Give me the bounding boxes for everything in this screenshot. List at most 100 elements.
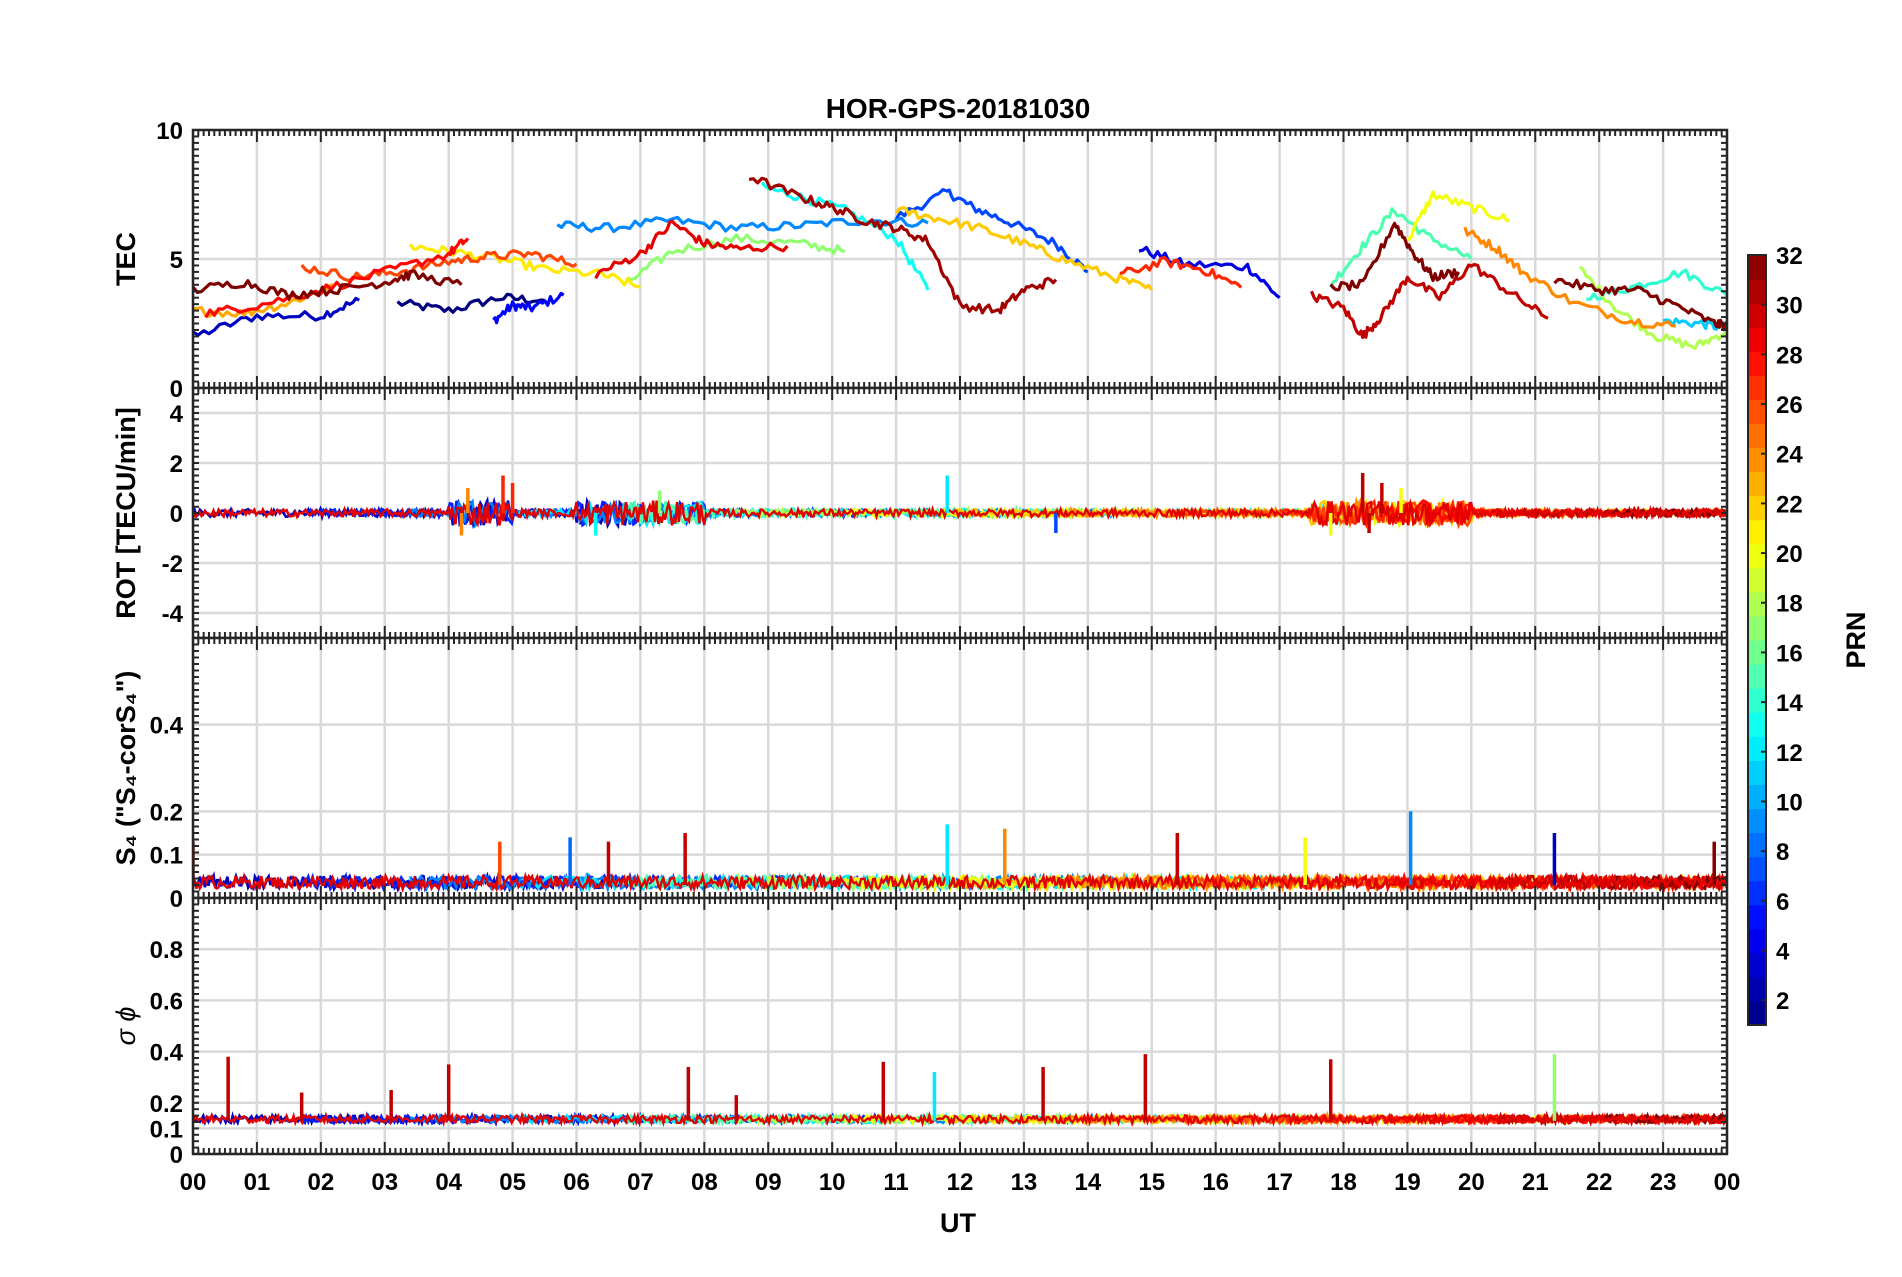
colorbar-tick-label: 6 [1776,889,1789,916]
y-tick-label: 10 [156,118,183,145]
series-prn-27 [1119,255,1243,289]
colorbar-tick-label: 24 [1776,442,1803,469]
y-tick-label: 0 [170,376,183,403]
x-tick-label: 00 [1714,1169,1741,1196]
x-tick-label: 00 [180,1169,207,1196]
x-tick-label: 13 [1011,1169,1038,1196]
x-tick-label: 20 [1458,1169,1485,1196]
y-tick-label: 0.2 [150,1091,183,1118]
y-tick-label: 0.6 [150,988,183,1015]
x-tick-label: 08 [691,1169,718,1196]
colorbar-band [1748,615,1766,641]
colorbar-tick-label: 10 [1776,789,1803,816]
colorbar-band [1748,423,1766,449]
x-tick-label: 10 [819,1169,846,1196]
colorbar-frame [1747,254,1767,1026]
colorbar-tick-label: 30 [1776,293,1803,320]
colorbar-band [1748,856,1766,882]
series-prn-7 [894,188,1089,274]
series-prn-20 [1406,190,1510,242]
series-prn-1 [396,292,545,314]
colorbar-tick-label: 20 [1776,541,1803,568]
x-tick-label: 01 [244,1169,271,1196]
y-tick-label: 5 [170,247,183,274]
x-tick-label: 04 [435,1169,462,1196]
x-tick-label: 05 [499,1169,526,1196]
x-tick-label: 12 [947,1169,974,1196]
y-tick-label: 2 [170,451,183,478]
colorbar-band [1748,351,1766,376]
colorbar-tick-label: 32 [1776,243,1803,270]
colorbar-tick-label: 8 [1776,839,1789,866]
colorbar-band [1748,543,1766,569]
colorbar-tick-label: 2 [1776,988,1789,1015]
colorbar-band [1748,832,1766,858]
series-prn-28 [204,237,470,319]
colorbar-band [1748,279,1766,304]
x-tick-label: 21 [1522,1169,1549,1196]
colorbar-band [1748,495,1766,521]
colorbar-band [1748,519,1766,545]
x-tick-label: 23 [1650,1169,1677,1196]
series-prn-22 [894,206,1154,291]
series-prn-24 [1463,226,1677,329]
x-tick-label: 14 [1074,1169,1101,1196]
series-prn-17 [626,233,846,282]
colorbar-tick-label: 4 [1776,938,1790,965]
colorbar-band [1748,471,1766,497]
x-tick-label: 19 [1394,1169,1421,1196]
series-prn-31 [748,176,1058,315]
colorbar-tick-label: 26 [1776,392,1803,419]
colorbar-band [1748,664,1766,689]
x-axis-title: UT [940,1208,976,1238]
x-tick-label: 22 [1586,1169,1613,1196]
colorbar-band [1748,808,1766,834]
x-tick-label: 02 [307,1169,334,1196]
panel-data [193,176,1727,351]
x-tick-label: 11 [883,1169,908,1196]
x-tick-label: 18 [1330,1169,1357,1196]
y-axis-title: σ ϕ [111,1007,141,1046]
panel-rot: -4 -2 0 2 4 ROT [TECU/min] [111,386,1729,640]
colorbar-band [1748,880,1766,906]
colorbar-band [1748,303,1766,328]
y-tick-label: 0 [170,886,183,913]
colorbar-band [1748,976,1766,1002]
colorbar-band [1748,688,1766,713]
panel-data [193,1054,1727,1128]
y-axis-title: S₄ ("S₄-corS₄") [111,671,141,866]
x-tick-label: 03 [371,1169,398,1196]
series-prn-32 [193,269,463,301]
series-prn-3 [193,296,361,337]
colorbar-band [1748,327,1766,352]
y-tick-label: -2 [162,551,183,578]
series-prn-18 [1578,265,1727,351]
series-prn-30 [1310,262,1549,340]
x-tick-label: 07 [627,1169,654,1196]
y-tick-label: 0.4 [150,713,184,740]
y-tick-label: 0.1 [150,843,183,870]
colorbar-band [1748,447,1766,473]
series-prn-13 [760,181,930,291]
panel-data [193,473,1727,536]
x-tick-label: 15 [1138,1169,1165,1196]
y-tick-label: 0.1 [150,1116,183,1143]
colorbar-band [1748,591,1766,617]
colorbar-band [1748,1000,1766,1026]
x-tick-label: 16 [1202,1169,1229,1196]
colorbar-band [1748,784,1766,810]
series-prn-5 [492,291,565,325]
x-tick-label: 06 [563,1169,590,1196]
colorbar-band [1748,375,1766,400]
colorbar-tick-label: 22 [1776,491,1803,518]
x-tick-label: 09 [755,1169,782,1196]
colorbar-label: PRN [1841,611,1871,668]
y-tick-label: 0 [170,501,183,528]
y-axis-title: ROT [TECU/min] [111,407,141,618]
colorbar-band [1748,928,1766,954]
colorbar-tick-label: 18 [1776,591,1803,618]
y-tick-label: 0.4 [150,1040,184,1067]
